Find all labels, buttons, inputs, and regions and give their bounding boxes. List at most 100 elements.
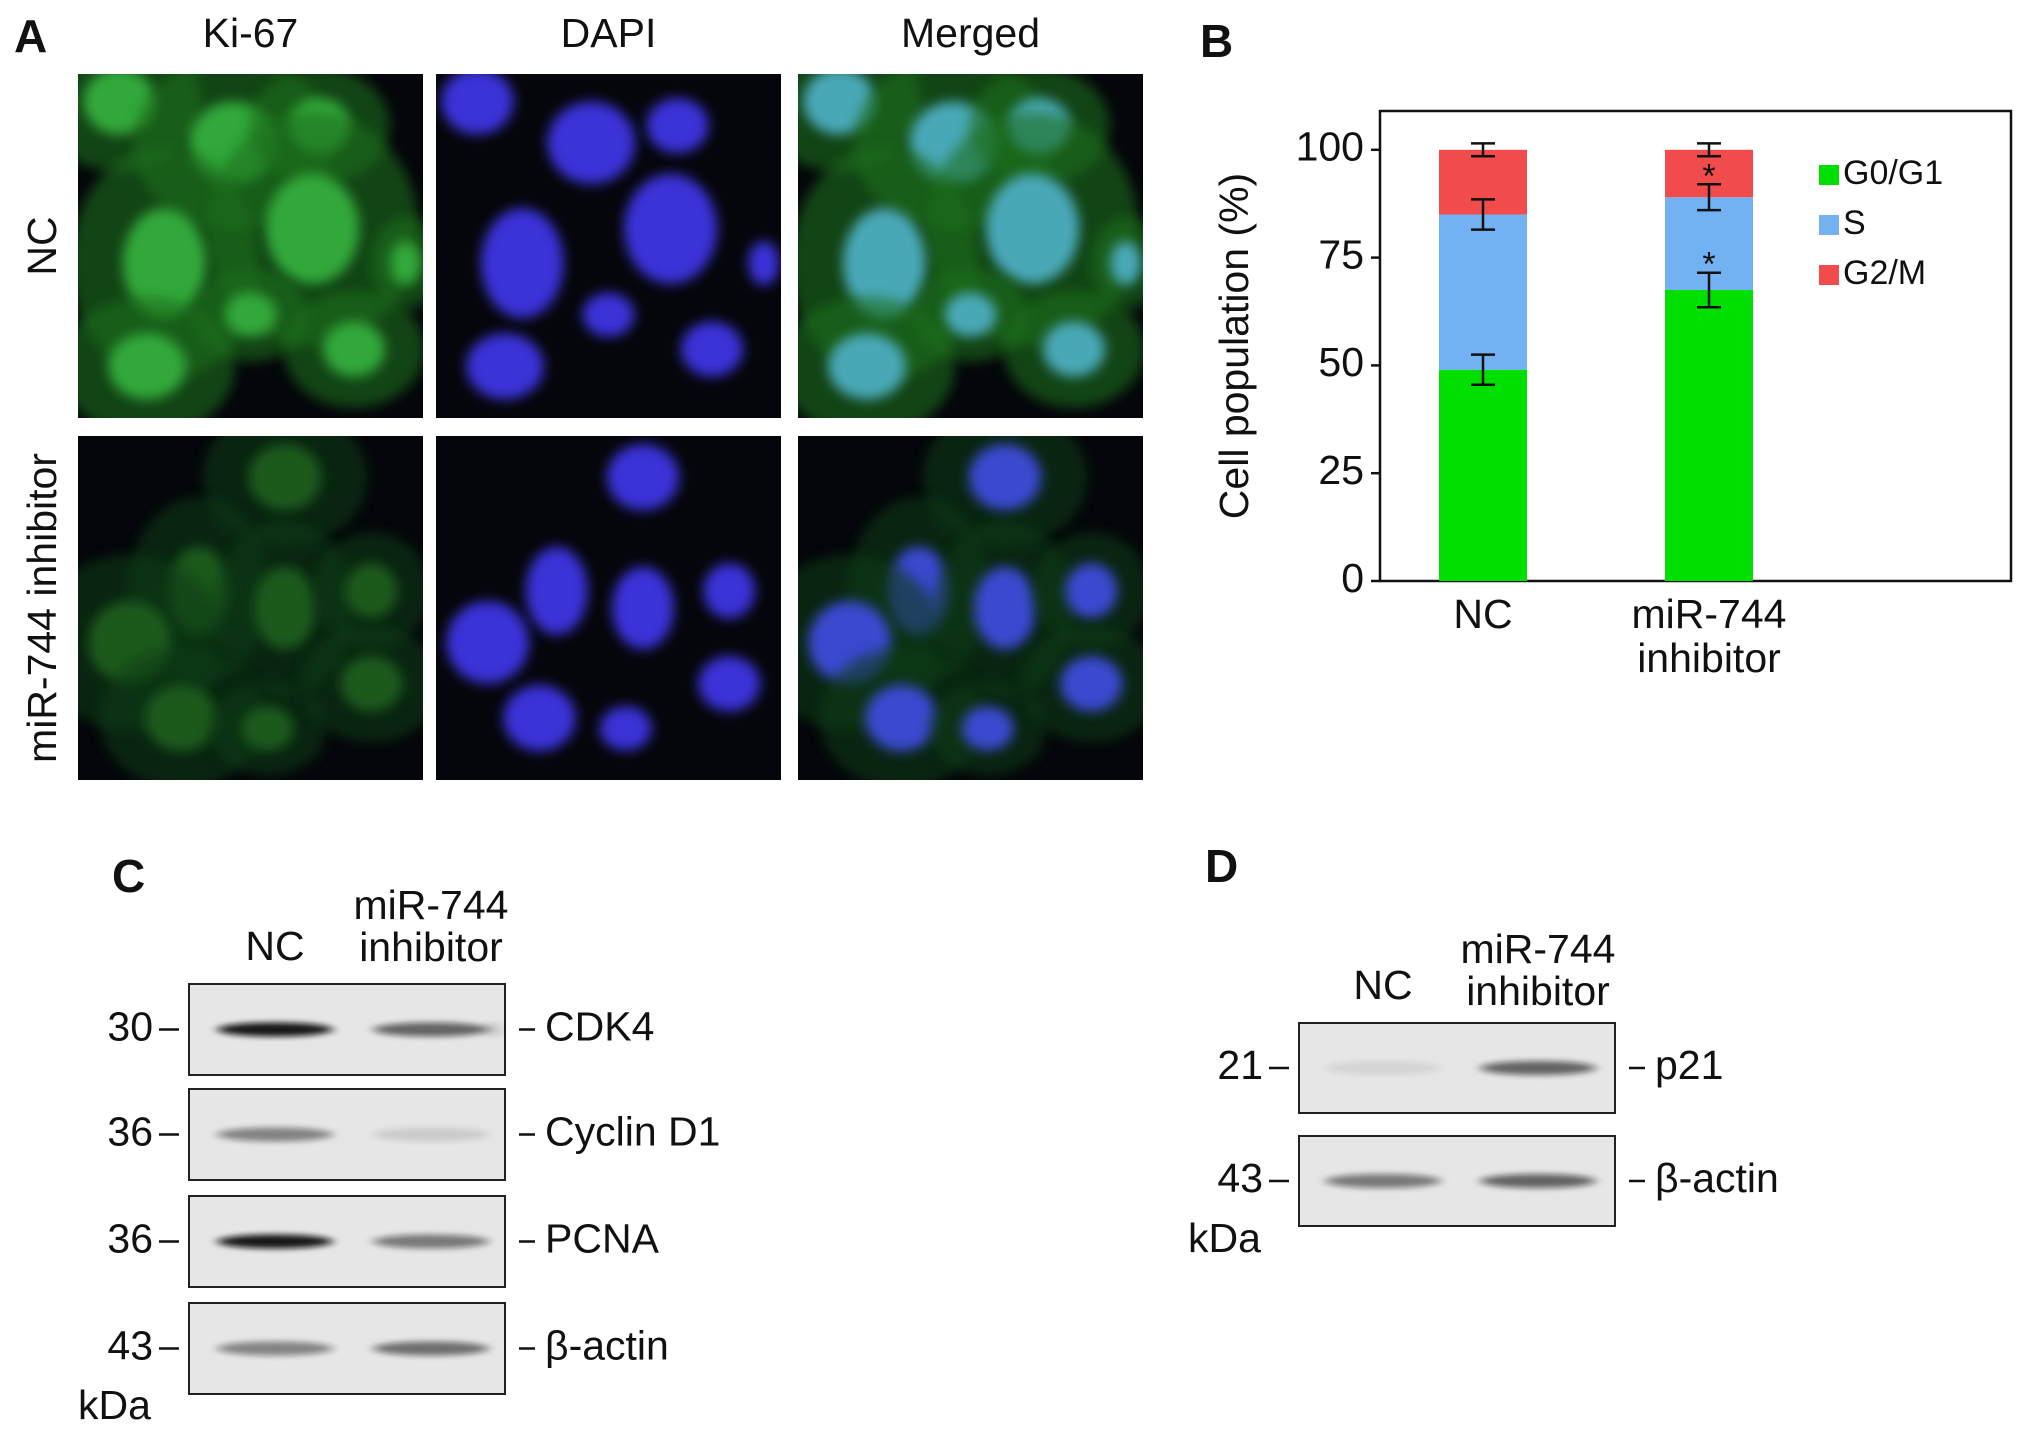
nucleus — [122, 208, 206, 319]
panel-label: A — [14, 10, 47, 62]
nucleus — [828, 333, 906, 400]
band — [373, 1022, 489, 1037]
protein-label: Cyclin D1 — [545, 1108, 720, 1154]
nucleus — [145, 685, 218, 752]
nucleus — [248, 444, 322, 511]
band — [217, 1234, 333, 1249]
unit-label: kDa — [78, 1382, 151, 1428]
legend-swatch — [1819, 215, 1839, 235]
nucleus — [986, 173, 1080, 284]
lane-label: NC — [1353, 962, 1413, 1008]
size-label: 36 — [107, 1108, 153, 1154]
band — [217, 1022, 333, 1037]
nucleus — [466, 333, 544, 400]
error-bar — [1697, 271, 1721, 309]
significance-marker: * — [1702, 157, 1715, 195]
nucleus — [345, 563, 398, 619]
unit-label: kDa — [1188, 1215, 1261, 1261]
nucleus — [253, 566, 317, 650]
panel-label: B — [1200, 15, 1233, 67]
band — [373, 1127, 489, 1142]
cells — [798, 74, 1143, 418]
nucleus — [1110, 241, 1142, 286]
significance-marker: * — [1702, 246, 1715, 284]
nucleus — [390, 241, 422, 286]
protein-label: p21 — [1655, 1042, 1723, 1088]
size-label: 30 — [107, 1003, 153, 1049]
nucleus — [748, 241, 780, 286]
nucleus — [961, 706, 1014, 751]
nucleus — [1060, 656, 1123, 712]
x-tick-label: NC — [1453, 591, 1513, 637]
bar-segment — [1439, 214, 1527, 370]
band — [373, 1341, 489, 1356]
nucleus — [340, 656, 403, 712]
cells — [798, 436, 1143, 780]
nucleus — [680, 321, 744, 377]
nucleus — [582, 292, 635, 337]
nucleus — [865, 685, 938, 752]
band — [217, 1341, 333, 1356]
row-label: NC — [19, 216, 65, 275]
nucleus — [624, 173, 718, 284]
nucleus — [525, 546, 588, 635]
protein-label: CDK4 — [545, 1003, 654, 1049]
band — [1325, 1061, 1441, 1075]
cells — [78, 74, 423, 418]
nucleus — [703, 563, 756, 619]
nucleus — [968, 444, 1042, 511]
panel-label: C — [112, 850, 145, 902]
x-tick-label: miR-744 inhibitor — [1631, 591, 1787, 681]
bar-segment — [1665, 289, 1753, 581]
error-bar — [1697, 142, 1721, 158]
size-label: 36 — [107, 1215, 153, 1261]
protein-label: β-actin — [1655, 1155, 1779, 1201]
y-axis-label: Cell population (%) — [1211, 173, 1257, 519]
legend-swatch — [1819, 165, 1839, 185]
nucleus — [611, 566, 675, 650]
size-label: 43 — [107, 1322, 153, 1368]
band — [1325, 1174, 1441, 1188]
column-header: Ki-67 — [203, 10, 299, 56]
nucleus — [446, 601, 530, 684]
nucleus — [842, 208, 926, 319]
nucleus — [547, 101, 636, 185]
nucleus — [1065, 563, 1118, 619]
size-label: 21 — [1217, 1042, 1263, 1088]
error-bar — [1471, 142, 1495, 158]
nucleus — [698, 656, 761, 712]
lane-label: miR-744 inhibitor — [1460, 926, 1616, 1014]
nucleus — [266, 173, 360, 284]
nucleus — [606, 444, 680, 511]
column-header: DAPI — [561, 10, 657, 56]
y-tick-label: 25 — [1318, 447, 1364, 493]
cells — [441, 74, 780, 400]
size-label: 43 — [1217, 1155, 1263, 1201]
column-header: Merged — [901, 10, 1040, 56]
legend-label: G2/M — [1843, 254, 1926, 292]
y-tick-label: 100 — [1296, 124, 1364, 170]
y-tick-label: 50 — [1318, 339, 1364, 385]
error-bar — [1471, 198, 1495, 231]
nucleus — [322, 321, 386, 377]
nucleus — [646, 98, 709, 154]
nucleus — [108, 333, 186, 400]
protein-label: PCNA — [545, 1215, 660, 1261]
band — [483, 1022, 503, 1037]
nucleus — [441, 74, 514, 135]
y-tick-label: 0 — [1341, 555, 1364, 601]
band — [217, 1127, 333, 1142]
band — [1480, 1061, 1596, 1075]
lane-label: NC — [245, 923, 305, 969]
nucleus — [973, 566, 1037, 650]
bar-segment — [1439, 369, 1527, 581]
band — [1480, 1174, 1596, 1188]
lane-label: miR-744 inhibitor — [353, 882, 509, 970]
band — [373, 1234, 489, 1249]
cells — [78, 436, 423, 780]
nucleus — [1042, 321, 1106, 377]
error-bar — [1471, 353, 1495, 387]
cells — [446, 444, 761, 752]
